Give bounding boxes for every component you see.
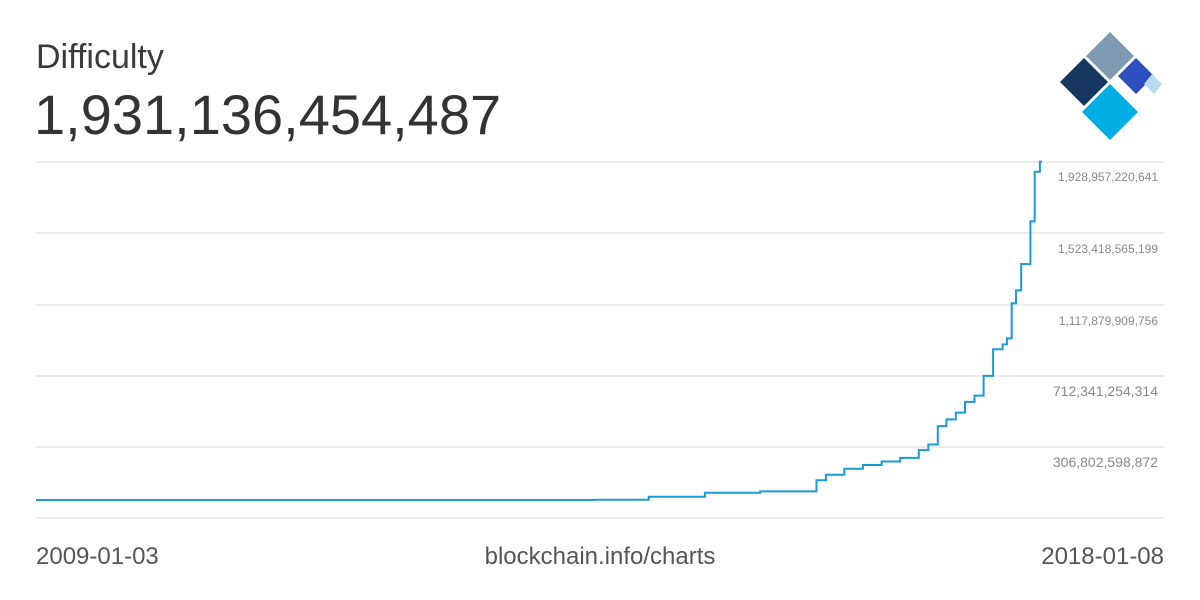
y-tick-label: 712,341,254,314: [1053, 383, 1158, 399]
difficulty-series-line: [36, 160, 1042, 501]
current-difficulty-value: 1,931,136,454,487: [34, 83, 502, 146]
y-tick-label: 306,802,598,872: [1053, 454, 1158, 470]
source-label[interactable]: blockchain.info/charts: [484, 543, 716, 570]
y-tick-label: 1,928,957,220,641: [1058, 170, 1158, 184]
logo-left-tile: [1060, 58, 1108, 106]
blockchain-logo-icon: [1060, 32, 1162, 140]
end-date-label: 2018-01-08: [1041, 543, 1164, 570]
y-tick-label: 1,523,418,565,199: [1058, 242, 1158, 256]
logo-top-tile: [1086, 32, 1134, 80]
start-date-label: 2009-01-03: [36, 543, 159, 570]
logo-accent-tile: [1144, 74, 1162, 94]
logo-bottom-tile: [1082, 84, 1138, 140]
y-tick-label: 1,117,879,909,756: [1059, 314, 1159, 328]
chart-title: Difficulty: [36, 38, 164, 76]
